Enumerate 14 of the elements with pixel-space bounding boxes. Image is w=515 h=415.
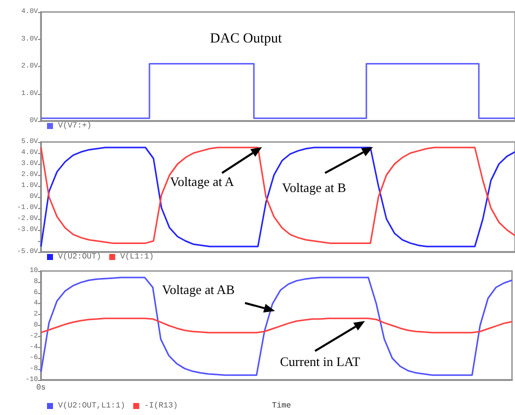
legend-label: -I(R13) [144, 402, 178, 410]
annotation: Current in LAT [280, 354, 360, 369]
x-axis-title: Time [272, 402, 292, 410]
legend-label: V(L1:1) [120, 252, 154, 262]
text: DAC Output [210, 32, 282, 46]
x-tick-label: 0s [36, 384, 46, 392]
legend-label: V(V7:+) [58, 122, 92, 130]
line-series [40, 276, 513, 376]
annotation: Voltage at AB [162, 282, 236, 297]
line-series [40, 318, 513, 334]
annotation: Voltage at A [170, 174, 235, 189]
annotation: Voltage at B [282, 180, 346, 195]
legend-label: V(U2:OUT,L1:1) [58, 402, 126, 410]
legend-label: V(U2:OUT) [58, 252, 102, 262]
